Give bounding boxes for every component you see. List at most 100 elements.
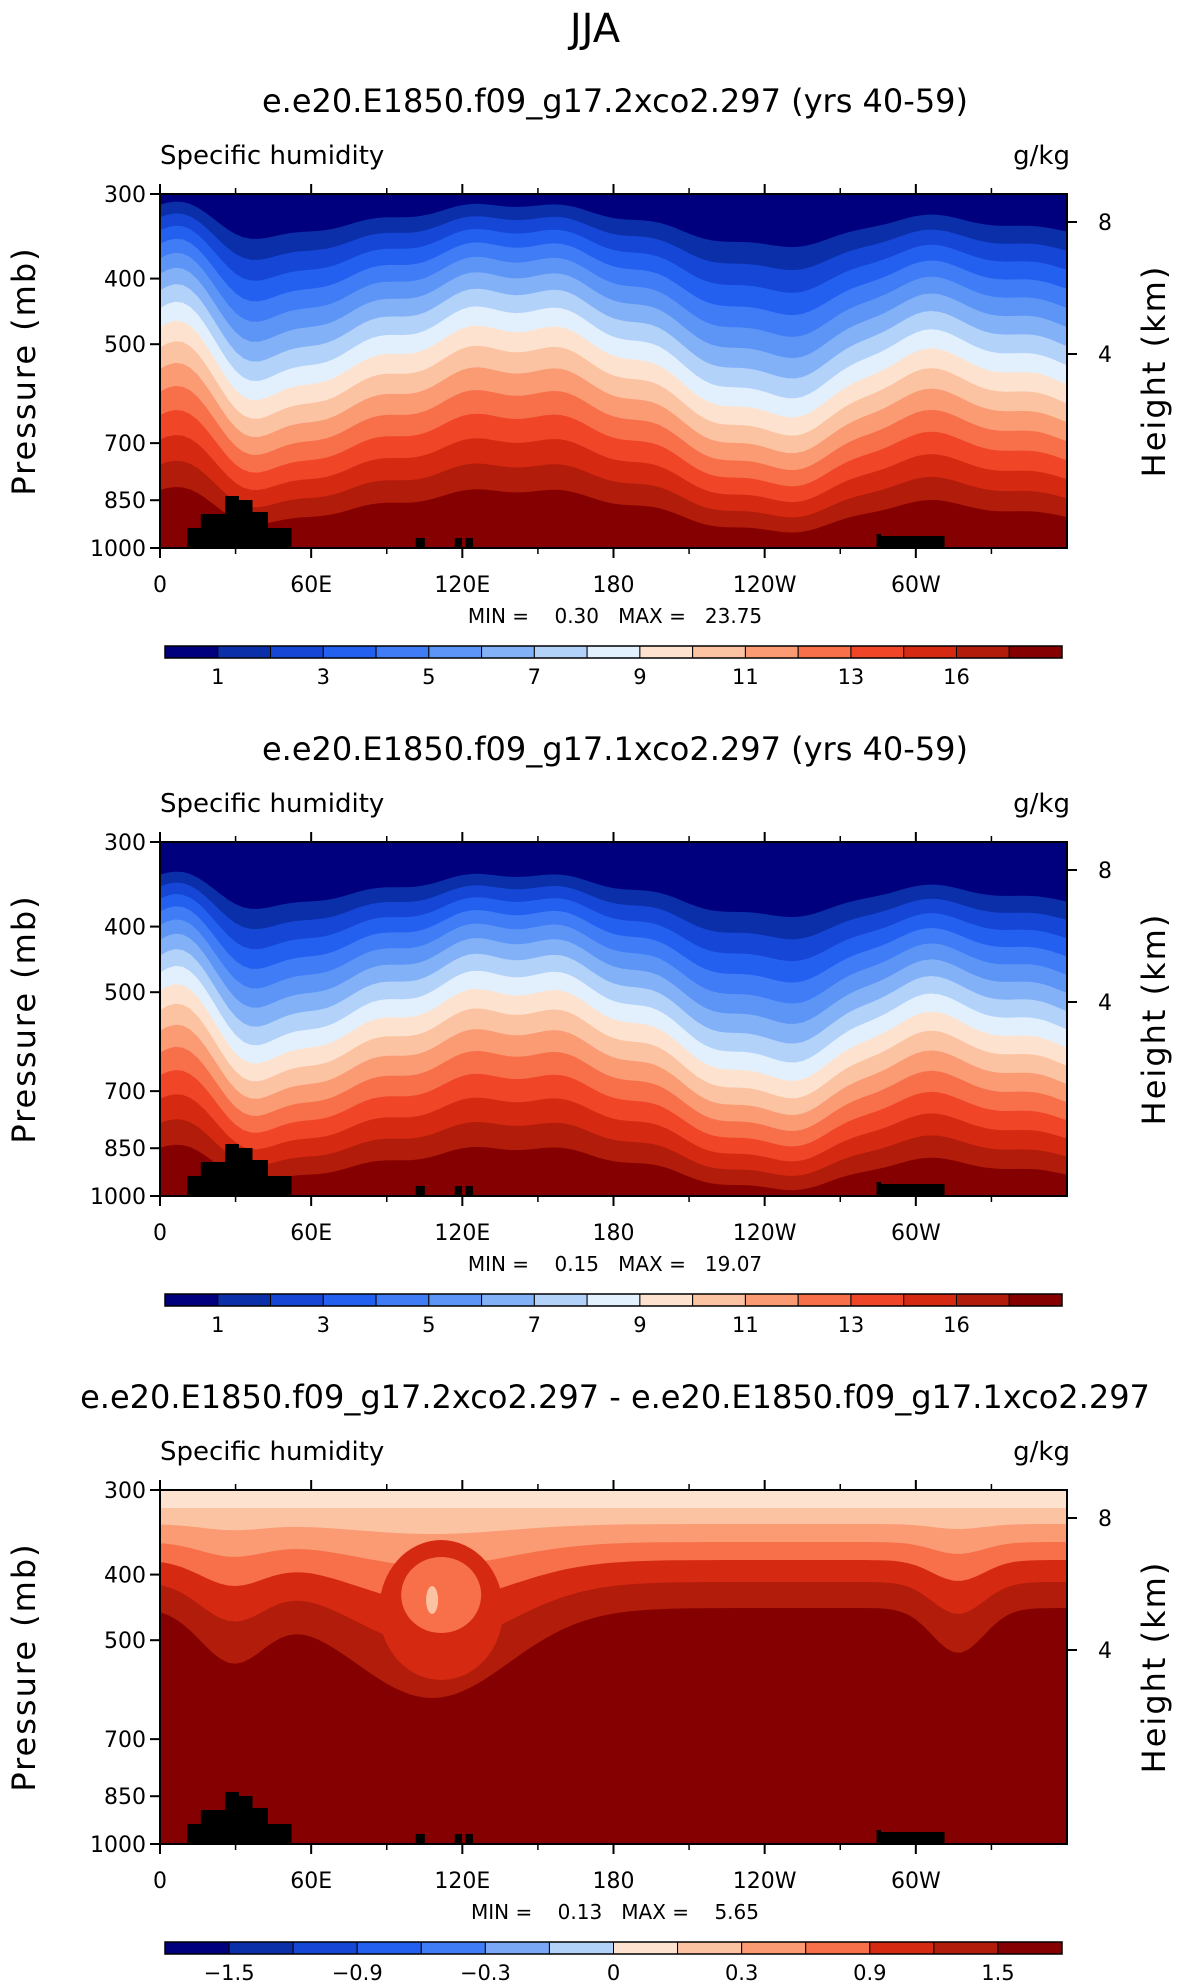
x-tick-label: 120W xyxy=(733,573,797,598)
colorbar-swatch xyxy=(481,645,535,659)
colorbar-swatch xyxy=(933,1941,999,1955)
panels-group: 0 60E 120E 180 120W 60W300400500700850100084e… xyxy=(5,82,1173,1985)
y-tick-label: 400 xyxy=(104,268,146,293)
colorbar-label: −0.3 xyxy=(460,1961,511,1985)
colorbar-swatch xyxy=(375,645,430,659)
topography-block xyxy=(225,1792,239,1844)
x-tick-label: 0 xyxy=(153,1221,167,1246)
y-tick-label: 300 xyxy=(104,831,146,856)
colorbar-frame xyxy=(164,645,1063,659)
contour-band xyxy=(160,194,1067,247)
panel-2: 0 60E 120E 180 120W 60W 300 400 500 700 850 1000 8 4 e… xyxy=(5,730,1173,1337)
panel-title: e.e20.E1850.f09_g17.1xco2.297 (yrs 40-59… xyxy=(262,730,968,768)
colorbar-swatch xyxy=(850,645,905,659)
colorbar-frame xyxy=(164,1293,1063,1307)
colorbar-swatch xyxy=(850,1293,905,1307)
y-tick-label: 1000 xyxy=(90,1185,146,1210)
y-tick-label: 850 xyxy=(104,489,146,514)
y2-axis-label: Height (km) xyxy=(1135,265,1173,478)
y-axis-label: Pressure (mb) xyxy=(5,1542,43,1791)
colorbar-swatch xyxy=(164,645,219,659)
colorbar-swatch xyxy=(797,645,852,659)
x-tick-label: 60W xyxy=(891,573,941,598)
colorbar-swatch xyxy=(322,1293,377,1307)
colorbar-swatch xyxy=(1008,1293,1063,1307)
colorbar-label: 9 xyxy=(633,1313,646,1337)
colorbar-label: 5 xyxy=(422,1313,435,1337)
colorbar-swatch xyxy=(639,645,694,659)
colorbar-swatch xyxy=(548,1941,615,1955)
y-tick-label: 850 xyxy=(104,1137,146,1162)
topography-block xyxy=(878,536,945,548)
colorbar-label: 11 xyxy=(732,1313,759,1337)
colorbar-swatch xyxy=(481,1293,535,1307)
x-tick-label: 0 xyxy=(153,573,167,598)
panel-1: 0 60E 120E 180 120W 60W 300 400 500 700 850 1000 8 4 e… xyxy=(5,82,1173,689)
colorbar-label: 13 xyxy=(838,665,865,689)
colorbar-swatch xyxy=(677,1941,743,1955)
colorbar-swatch xyxy=(217,645,272,659)
colorbar-label: 7 xyxy=(528,665,541,689)
topography-block xyxy=(454,1186,463,1196)
y2-tick-label: 4 xyxy=(1098,343,1112,368)
y-axis-label: Pressure (mb) xyxy=(5,894,43,1143)
colorbar: −1.5 −0.9 −0.3 0 0.3 0.9 1.5 xyxy=(164,1941,1063,1985)
x-tick-label: 60E xyxy=(290,1221,332,1246)
colorbar-swatch xyxy=(322,645,377,659)
y-tick-label: 500 xyxy=(104,1629,146,1654)
colorbar-label: 3 xyxy=(317,665,330,689)
colorbar-swatch xyxy=(1008,645,1063,659)
topography xyxy=(187,1144,945,1196)
colorbar-label: 7 xyxy=(528,1313,541,1337)
y-axis-label: Pressure (mb) xyxy=(5,246,43,495)
colorbar-label: 0.3 xyxy=(725,1961,758,1985)
y2-tick-label: 4 xyxy=(1098,1639,1112,1664)
contour-field xyxy=(160,842,1067,1196)
colorbar: 1 3 5 7 9 11 13 16 xyxy=(164,1293,1063,1337)
colorbar-swatch xyxy=(270,645,324,659)
colorbar-swatch xyxy=(164,1293,219,1307)
colorbar-swatch xyxy=(484,1941,550,1955)
x-tick-label: 120W xyxy=(733,1221,797,1246)
colorbar-swatch xyxy=(955,645,1010,659)
figure-title: JJA xyxy=(567,6,621,52)
topography xyxy=(187,496,945,548)
min-max-stats: MIN = 0.15 MAX = 19.07 xyxy=(468,1252,762,1276)
colorbar-swatch xyxy=(292,1941,358,1955)
colorbar-swatch xyxy=(744,1293,799,1307)
x-tick-label: 120E xyxy=(434,1869,490,1894)
x-tick-label: 60E xyxy=(290,1869,332,1894)
colorbar-swatch xyxy=(903,645,957,659)
colorbar-label: 11 xyxy=(732,665,759,689)
colorbar-swatch xyxy=(217,1293,272,1307)
y-tick-label: 700 xyxy=(104,432,146,457)
colorbar-swatch xyxy=(869,1941,935,1955)
colorbar-swatch xyxy=(744,645,799,659)
right-string: g/kg xyxy=(1013,789,1070,819)
colorbar-swatch xyxy=(533,645,588,659)
topography-block xyxy=(252,1176,264,1196)
colorbar-swatch xyxy=(797,1293,852,1307)
contour-band xyxy=(401,1557,482,1633)
colorbar-swatch xyxy=(533,1293,588,1307)
colorbar-swatch xyxy=(228,1941,294,1955)
colorbar-swatch xyxy=(586,645,641,659)
colorbar-label: 5 xyxy=(422,665,435,689)
topography-block xyxy=(415,1186,425,1196)
right-string: g/kg xyxy=(1013,141,1070,171)
colorbar-swatch xyxy=(270,1293,324,1307)
y-tick-label: 500 xyxy=(104,981,146,1006)
colorbar-swatch xyxy=(613,1941,679,1955)
y-tick-label: 400 xyxy=(104,916,146,941)
colorbar-swatch xyxy=(164,1941,230,1955)
colorbar-label: 3 xyxy=(317,1313,330,1337)
topography-block xyxy=(878,1184,945,1196)
topography-block xyxy=(878,1832,945,1844)
topography-block xyxy=(225,496,239,548)
topography-block xyxy=(465,538,473,548)
y-tick-label: 400 xyxy=(104,1564,146,1589)
colorbar-swatch xyxy=(428,1293,483,1307)
min-max-stats: MIN = 0.30 MAX = 23.75 xyxy=(468,604,762,628)
colorbar-label: 16 xyxy=(943,1313,970,1337)
